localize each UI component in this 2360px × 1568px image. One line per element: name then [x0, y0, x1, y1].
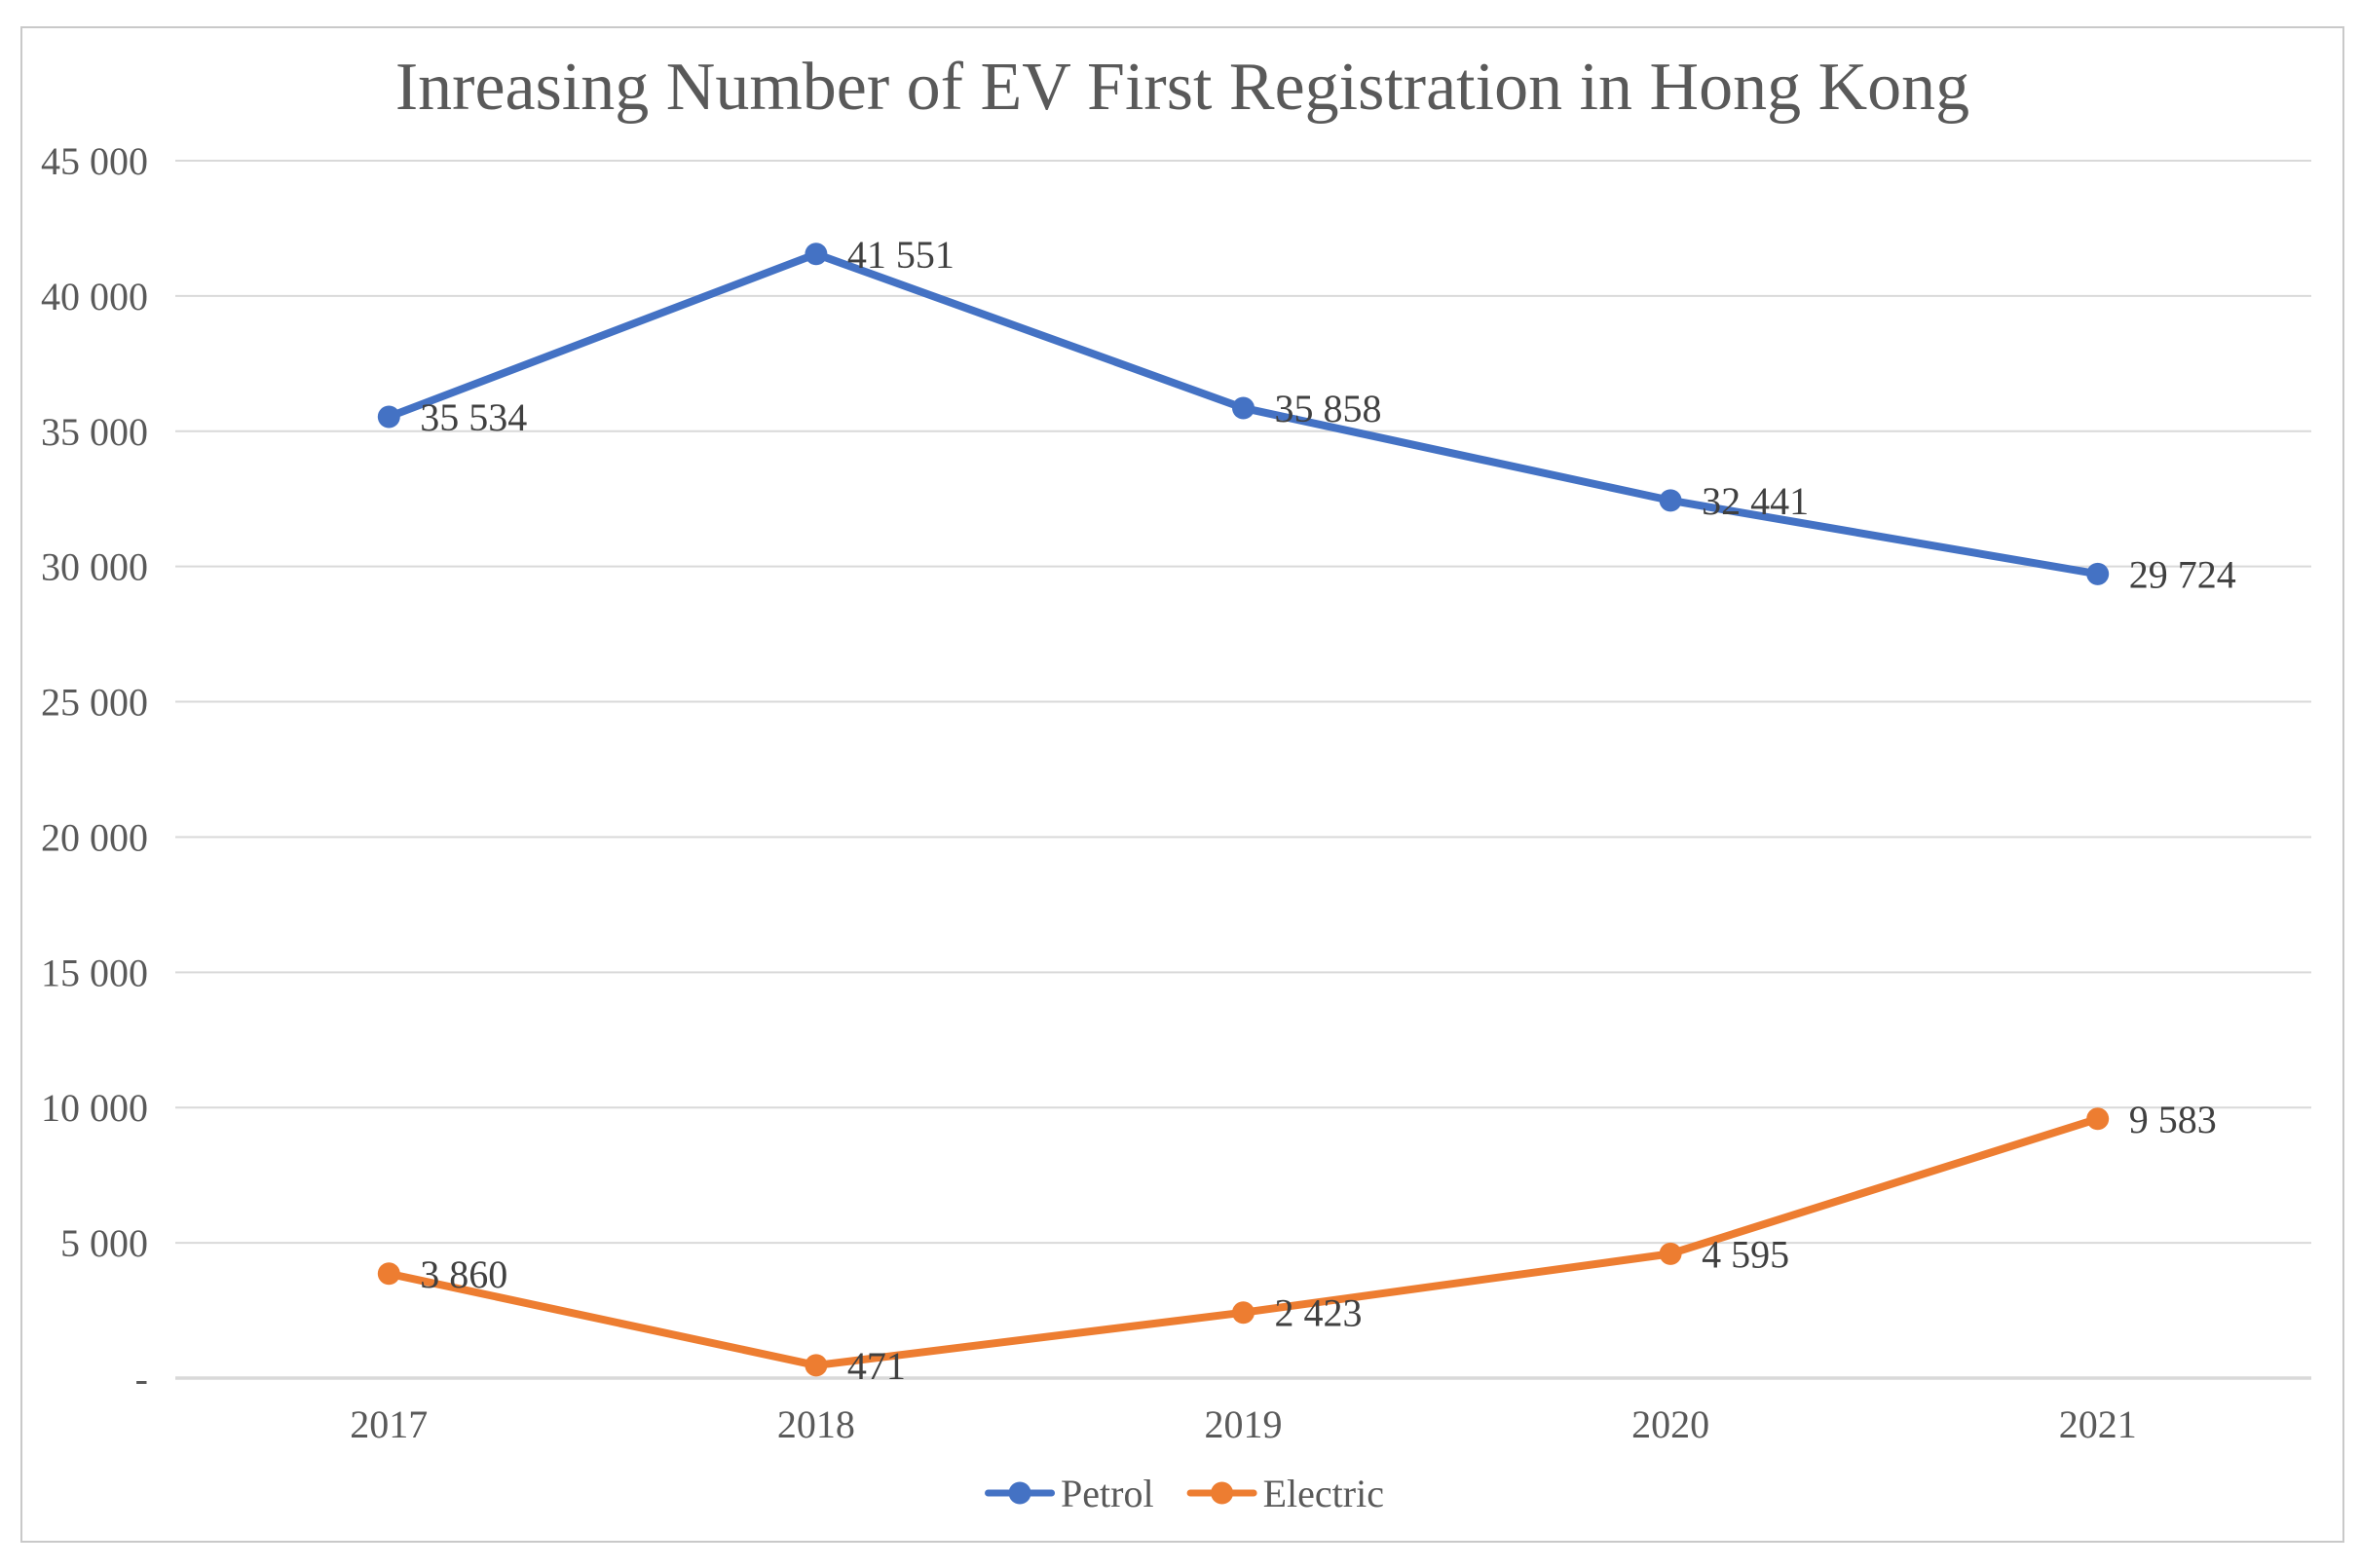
data-point-label-petrol: 35 534 [420, 395, 527, 439]
data-point-label-petrol: 35 858 [1275, 387, 1382, 430]
data-point-marker-electric [1232, 1301, 1255, 1325]
data-point-label-electric: 9 583 [2129, 1098, 2217, 1141]
data-labels-layer: 35 534 41 551 35 858 32 441 29 724 3 860 471 2 … [420, 233, 2235, 1388]
x-axis-label: 2017 [350, 1402, 428, 1446]
data-point-marker-petrol [2086, 562, 2110, 585]
y-axis-tick-label: - [135, 1357, 148, 1400]
y-axis-tick-label: 25 000 [41, 681, 148, 725]
legend-label-electric: Electric [1263, 1472, 1384, 1515]
data-point-marker-electric [1659, 1242, 1682, 1265]
data-point-label-electric: 4 595 [1702, 1232, 1789, 1276]
y-axis-tick-labels: - 5 000 10 000 15 000 20 000 25 000 30 000 35 0… [41, 139, 148, 1400]
x-axis-label: 2018 [777, 1402, 855, 1446]
data-point-label-petrol: 32 441 [1702, 479, 1809, 523]
y-axis-tick-label: 40 000 [41, 275, 148, 318]
y-axis-tick-label: 15 000 [41, 951, 148, 994]
data-point-marker-petrol [805, 243, 828, 266]
data-point-marker-electric [377, 1262, 400, 1286]
data-point-marker-electric [805, 1354, 828, 1377]
x-axis-label: 2019 [1205, 1402, 1283, 1446]
x-axis-label: 2021 [2059, 1402, 2137, 1446]
y-axis-tick-label: 30 000 [41, 545, 148, 589]
legend: Petrol Electric [985, 1472, 1384, 1515]
series-layer [377, 243, 2110, 1377]
legend-item-petrol: Petrol [985, 1472, 1154, 1515]
gridlines-layer [175, 160, 2311, 1380]
x-axis-labels: 2017 2018 2019 2020 2021 [350, 1402, 2136, 1446]
legend-marker-electric [1211, 1481, 1234, 1505]
data-point-marker-electric [2086, 1107, 2110, 1131]
data-point-marker-petrol [377, 405, 400, 429]
chart-title: Inreasing Number of EV First Registratio… [395, 50, 1969, 125]
data-point-label-electric: 2 423 [1275, 1291, 1363, 1335]
legend-label-petrol: Petrol [1061, 1472, 1154, 1515]
y-axis-tick-label: 5 000 [60, 1221, 148, 1265]
data-point-label-petrol: 29 724 [2129, 552, 2236, 596]
data-point-label-petrol: 41 551 [847, 233, 955, 277]
data-point-marker-petrol [1232, 396, 1255, 420]
data-point-label-electric: 3 860 [420, 1252, 507, 1296]
y-axis-tick-label: 10 000 [41, 1086, 148, 1130]
chart-border [20, 26, 2344, 1543]
y-axis-tick-label: 20 000 [41, 815, 148, 859]
data-point-label-electric: 471 [847, 1344, 906, 1388]
x-axis-label: 2020 [1631, 1402, 1709, 1446]
y-axis-tick-label: 45 000 [41, 139, 148, 183]
legend-marker-petrol [1008, 1481, 1031, 1505]
data-point-marker-petrol [1659, 489, 1682, 512]
legend-item-electric: Electric [1186, 1472, 1384, 1515]
y-axis-tick-label: 35 000 [41, 410, 148, 454]
